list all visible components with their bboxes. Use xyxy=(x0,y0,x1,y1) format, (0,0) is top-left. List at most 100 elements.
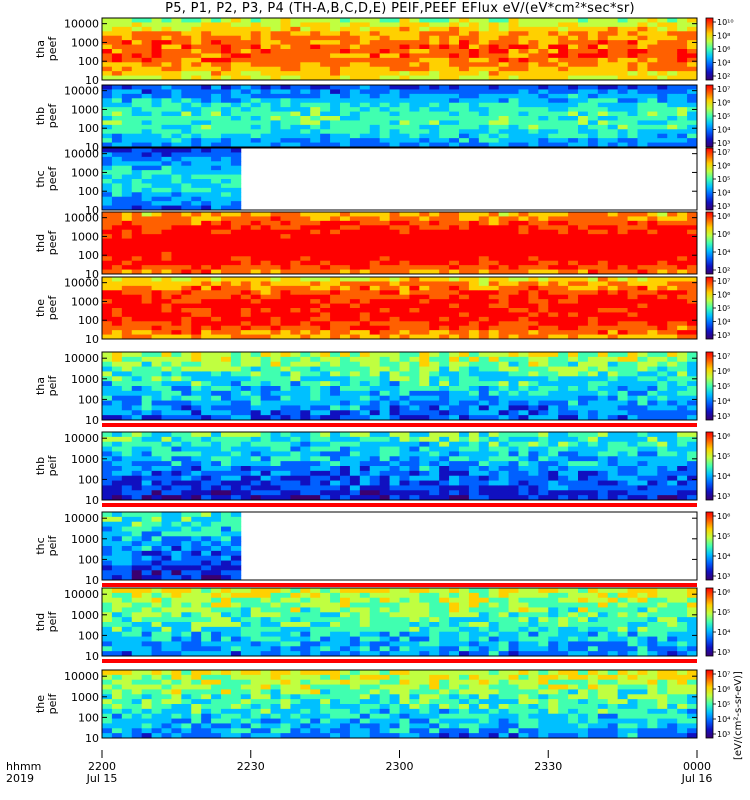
heatmap-cell xyxy=(459,415,470,421)
heatmap-cell xyxy=(379,18,390,23)
heatmap-cell xyxy=(508,225,519,231)
heatmap-cell xyxy=(300,66,311,72)
heatmap-cell xyxy=(389,251,400,257)
heatmap-cell xyxy=(389,312,400,318)
heatmap-cell xyxy=(290,334,301,340)
heatmap-cell xyxy=(459,62,470,68)
heatmap-cell xyxy=(290,256,301,262)
heatmap-cell xyxy=(578,395,589,401)
heatmap-cell xyxy=(677,26,688,32)
heatmap-cell xyxy=(597,303,609,309)
heatmap-cell xyxy=(528,98,539,104)
heatmap-cell xyxy=(449,290,460,296)
heatmap-cell xyxy=(617,376,628,382)
heatmap-cell xyxy=(528,120,539,126)
heatmap-cell xyxy=(617,229,628,235)
heatmap-cell xyxy=(667,98,678,104)
heatmap-cell xyxy=(399,229,410,235)
heatmap-cell xyxy=(587,102,599,108)
heatmap-cell xyxy=(439,330,450,335)
heatmap-cell xyxy=(310,456,321,462)
heatmap-cell xyxy=(330,294,341,300)
heatmap-cell xyxy=(627,251,638,257)
heatmap-cell xyxy=(498,294,509,300)
heatmap-cell xyxy=(191,466,202,472)
heatmap-cell xyxy=(121,129,133,135)
heatmap-cell xyxy=(201,247,212,253)
heatmap-cell xyxy=(488,85,500,90)
heatmap-cell xyxy=(340,98,351,104)
heatmap-cell xyxy=(419,256,430,262)
heatmap-cell xyxy=(498,251,509,257)
heatmap-cell xyxy=(587,247,599,253)
heatmap-cell xyxy=(141,93,152,99)
heatmap-cell xyxy=(389,53,400,59)
heatmap-cell xyxy=(607,294,619,300)
heatmap-cell xyxy=(459,89,470,95)
heatmap-cell xyxy=(211,133,222,139)
heatmap-cell xyxy=(439,93,450,99)
heatmap-cell xyxy=(528,277,539,282)
heatmap-cell xyxy=(300,138,311,143)
heatmap-cell xyxy=(121,102,133,108)
heatmap-cell xyxy=(439,281,450,287)
heatmap-cell xyxy=(647,133,658,139)
heatmap-cell xyxy=(211,330,222,335)
heatmap-cell xyxy=(667,89,678,95)
heatmap-cell xyxy=(310,441,321,447)
heatmap-cell xyxy=(369,456,381,462)
heatmap-cell xyxy=(270,400,281,406)
heatmap-cell xyxy=(250,31,262,37)
heatmap-cell xyxy=(677,405,688,411)
heatmap-cell xyxy=(240,260,252,266)
heatmap-cell xyxy=(389,475,400,481)
heatmap-cell xyxy=(419,281,430,287)
heatmap-cell xyxy=(161,93,172,99)
heatmap-cell xyxy=(508,35,519,41)
heatmap-cell xyxy=(379,334,390,340)
heatmap-cell xyxy=(627,22,638,28)
heatmap-cell xyxy=(657,243,668,248)
heatmap-cell xyxy=(449,85,460,90)
heatmap-cell xyxy=(439,129,450,135)
heatmap-cell xyxy=(290,26,301,32)
heatmap-cell xyxy=(161,31,172,37)
heatmap-cell xyxy=(211,247,222,253)
heatmap-cell xyxy=(221,490,232,496)
heatmap-cell xyxy=(111,142,123,148)
heatmap-cell xyxy=(647,371,658,377)
heatmap-cell xyxy=(449,138,460,143)
heatmap-cell xyxy=(211,85,222,90)
heatmap-cell xyxy=(290,98,301,104)
heatmap-cell xyxy=(568,334,579,340)
heatmap-cell xyxy=(320,495,331,501)
heatmap-cell xyxy=(270,120,281,126)
heatmap-cell xyxy=(459,40,470,45)
heatmap-cell xyxy=(607,303,619,309)
heatmap-cell xyxy=(201,129,212,135)
heatmap-cell xyxy=(508,281,519,287)
heatmap-cell xyxy=(617,35,628,41)
heatmap-cell xyxy=(102,57,113,63)
heatmap-cell xyxy=(330,415,341,421)
heatmap-cell xyxy=(330,451,341,457)
heatmap-cell xyxy=(468,44,480,50)
heatmap-cell xyxy=(429,18,440,23)
heatmap-cell xyxy=(161,299,172,304)
heatmap-cell xyxy=(349,456,361,462)
heatmap-cell xyxy=(171,432,182,438)
heatmap-cell xyxy=(419,89,430,95)
heatmap-cell xyxy=(230,334,242,340)
heatmap-cell xyxy=(617,49,628,54)
heatmap-cell xyxy=(578,225,589,231)
y-axis-label: peef xyxy=(46,295,59,321)
heatmap-cell xyxy=(429,330,440,335)
heatmap-cell xyxy=(111,495,123,501)
heatmap-cell xyxy=(211,225,222,231)
heatmap-cell xyxy=(151,111,162,117)
heatmap-cell xyxy=(131,260,143,266)
heatmap-cell xyxy=(349,312,361,318)
heatmap-cell xyxy=(181,415,192,421)
heatmap-cell xyxy=(369,466,381,472)
heatmap-cell xyxy=(221,201,232,206)
